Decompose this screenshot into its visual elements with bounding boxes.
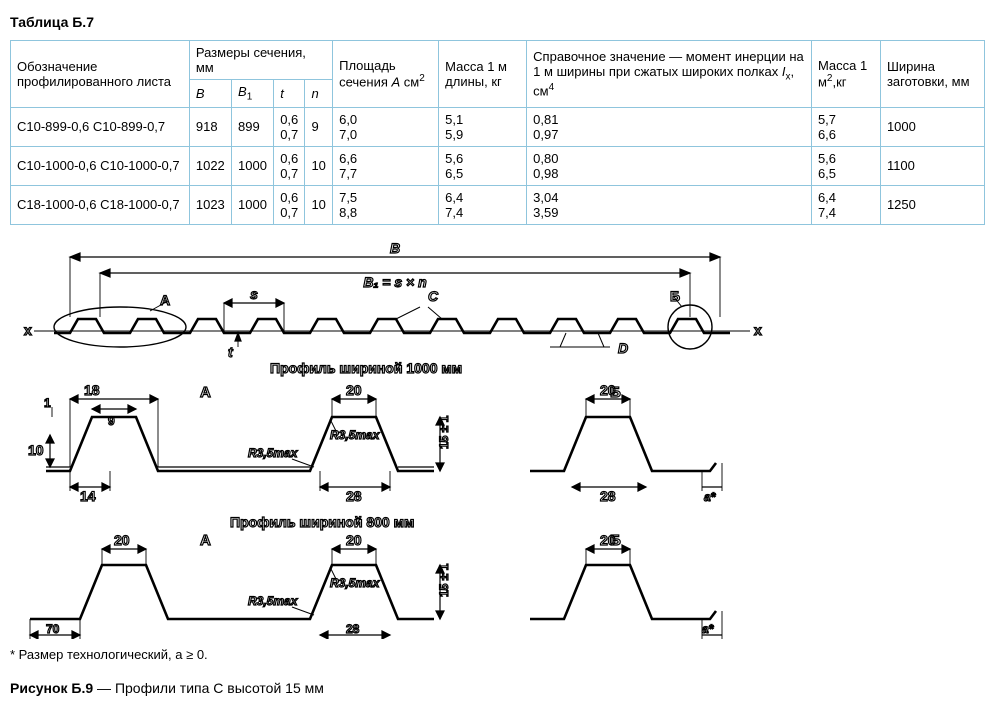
lbl-x-left: х <box>24 322 32 338</box>
table-cell: 918 <box>189 107 231 146</box>
table-cell: 6,4 7,4 <box>439 185 527 224</box>
table-cell: 3,04 3,59 <box>527 185 812 224</box>
lbl-1: 1 <box>44 396 51 410</box>
table-cell: 1250 <box>880 185 984 224</box>
table-cell: 0,6 0,7 <box>274 185 305 224</box>
lbl-20-low-left: 20 <box>114 532 130 548</box>
th-mass-m2: Масса 1 м2,кг <box>811 41 880 108</box>
lbl-R35-a: R3,5max <box>248 446 299 460</box>
table-cell: 0,80 0,98 <box>527 146 812 185</box>
table-row: С18-1000-0,6 С18-1000-0,7102310000,6 0,7… <box>11 185 985 224</box>
lbl-astar-low: a* <box>702 622 715 636</box>
lbl-R35-d: R3,5max <box>330 576 381 590</box>
table-cell: 5,1 5,9 <box>439 107 527 146</box>
lbl-D: D <box>618 340 628 356</box>
lbl-20-mid: 20 <box>346 382 362 398</box>
lbl-20-right: 20 <box>600 382 616 398</box>
lbl-9: 9 <box>108 414 115 428</box>
table-row: С10-899-0,6 С10-899-0,79188990,6 0,796,0… <box>11 107 985 146</box>
th-ix: Справочное значение — момент инерции на … <box>527 41 812 108</box>
lbl-15pm1-mid: 15 ± 1 <box>437 415 451 449</box>
lbl-18: 18 <box>84 382 100 398</box>
table-body: С10-899-0,6 С10-899-0,79188990,6 0,796,0… <box>11 107 985 224</box>
footnote: * Размер технологический, а ≥ 0. <box>10 647 985 662</box>
th-t: t <box>274 80 305 108</box>
data-table: Обозначение профилированного листа Разме… <box>10 40 985 225</box>
lbl-B-callout: Б <box>670 288 680 304</box>
table-cell: 899 <box>232 107 274 146</box>
profile-diagram: B B₁ = s × n х х А Б <box>10 239 950 639</box>
lbl-s: s <box>250 286 258 302</box>
th-mass-m2-c: ,кг <box>832 74 846 89</box>
table-cell: 0,6 0,7 <box>274 107 305 146</box>
table-cell: С10-1000-0,6 С10-1000-0,7 <box>11 146 190 185</box>
table-cell: 10 <box>305 146 333 185</box>
caption-bold: Рисунок Б.9 <box>10 680 93 696</box>
lbl-20-low-mid: 20 <box>346 532 362 548</box>
table-cell: 5,6 6,5 <box>811 146 880 185</box>
lbl-t: t <box>228 344 234 360</box>
lbl-B: B <box>390 240 400 256</box>
table-cell: 5,7 6,6 <box>811 107 880 146</box>
lbl-R35-c: R3,5max <box>248 594 299 608</box>
th-n: n <box>305 80 333 108</box>
lbl-R35-b: R3,5max <box>330 428 381 442</box>
table-cell: 1000 <box>232 185 274 224</box>
table-cell: 10 <box>305 185 333 224</box>
lbl-10: 10 <box>28 442 44 458</box>
lbl-x-right: х <box>754 322 762 338</box>
table-cell: 6,4 7,4 <box>811 185 880 224</box>
th-B1-a: B <box>238 84 247 99</box>
table-cell: 7,5 8,8 <box>333 185 439 224</box>
table-cell: 5,6 6,5 <box>439 146 527 185</box>
lbl-20-low-right: 20 <box>600 532 616 548</box>
th-ix-e: 4 <box>549 82 555 93</box>
th-B1-b: 1 <box>247 92 253 103</box>
th-blank-width: Ширина заготовки, мм <box>880 41 984 108</box>
th-area-c: см <box>400 74 419 89</box>
table-cell: 6,0 7,0 <box>333 107 439 146</box>
th-mass-m: Масса 1 м длины, кг <box>439 41 527 108</box>
lbl-astar-right: a* <box>704 490 717 504</box>
th-area-d: 2 <box>419 73 425 84</box>
table-cell: 0,81 0,97 <box>527 107 812 146</box>
lbl-A-low: А <box>200 532 211 549</box>
lbl-70: 70 <box>46 622 60 636</box>
lbl-prof800: Профиль шириной 800 мм <box>230 514 414 530</box>
lbl-C: C <box>428 288 439 304</box>
diagram-panel: B B₁ = s × n х х А Б <box>10 239 950 639</box>
lbl-14: 14 <box>80 488 96 504</box>
header-row-1: Обозначение профилированного листа Разме… <box>11 41 985 80</box>
table-cell: С10-899-0,6 С10-899-0,7 <box>11 107 190 146</box>
table-cell: 6,6 7,7 <box>333 146 439 185</box>
lbl-A-callout: А <box>160 292 170 308</box>
table-title: Таблица Б.7 <box>10 14 985 30</box>
figure-caption: Рисунок Б.9 — Профили типа С высотой 15 … <box>10 680 985 696</box>
lbl-28-mid: 28 <box>346 488 362 504</box>
th-B: B <box>189 80 231 108</box>
table-cell: 1023 <box>189 185 231 224</box>
th-dimensions-group: Размеры сечения, мм <box>189 41 332 80</box>
table-cell: 1000 <box>880 107 984 146</box>
table-row: С10-1000-0,6 С10-1000-0,7102210000,6 0,7… <box>11 146 985 185</box>
th-area-a: Площадь сечения <box>339 58 396 89</box>
table-cell: 1022 <box>189 146 231 185</box>
th-designation: Обозначение профилированного листа <box>11 41 190 108</box>
lbl-B1eq: B₁ = s × n <box>363 274 426 290</box>
th-area: Площадь сечения A см2 <box>333 41 439 108</box>
caption-rest: — Профили типа С высотой 15 мм <box>93 680 324 696</box>
lbl-A-mid: А <box>200 384 211 401</box>
lbl-28-low: 28 <box>346 622 360 636</box>
th-B1: B1 <box>232 80 274 108</box>
table-cell: С18-1000-0,6 С18-1000-0,7 <box>11 185 190 224</box>
th-area-b: A <box>392 74 401 89</box>
table-cell: 9 <box>305 107 333 146</box>
lbl-15pm1-low: 15 ± 1 <box>437 563 451 597</box>
lbl-28-right: 28 <box>600 488 616 504</box>
table-cell: 1100 <box>880 146 984 185</box>
table-cell: 1000 <box>232 146 274 185</box>
lbl-prof1000: Профиль шириной 1000 мм <box>270 360 462 376</box>
th-ix-a: Справочное значение — момент инерции на … <box>533 49 804 79</box>
table-cell: 0,6 0,7 <box>274 146 305 185</box>
